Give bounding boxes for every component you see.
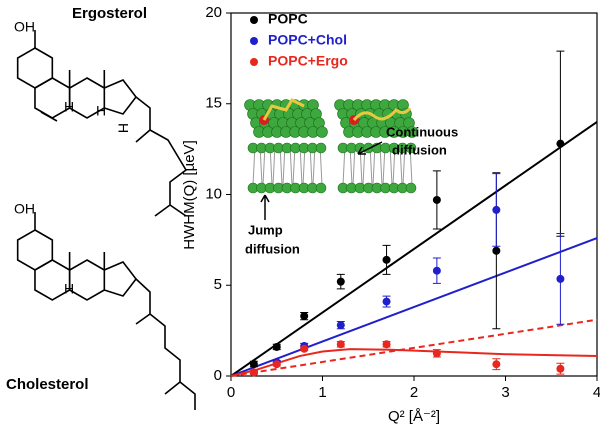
atom-label: H [64,99,74,115]
fit-line [230,237,598,377]
structure-name: Cholesterol [6,376,89,393]
annotation: diffusion [392,142,447,157]
x-tick-label: 2 [410,384,418,401]
annotation: Continuous [386,124,458,139]
lipid-head [405,142,417,154]
lipid-head [315,182,327,194]
lipid-head [315,142,327,154]
point [300,312,309,321]
atom-label: H [96,103,106,119]
point [336,340,345,349]
fit-line [230,348,598,377]
bond [34,212,196,410]
legend-label: POPC+Chol [268,32,347,48]
atom-label: OH [14,201,35,217]
point [432,195,441,204]
legend-marker [250,16,258,24]
x-axis-label: Q² [Å⁻²] [388,408,440,425]
ring [103,79,138,115]
double-bond [40,111,58,122]
legend-label: POPC+Ergo [268,53,348,69]
legend-label: POPC [268,11,308,27]
point [492,205,501,214]
trajectory [352,107,412,121]
point [492,246,501,255]
x-tick-label: 3 [501,384,509,401]
x-tick-label: 1 [318,384,326,401]
atom-label: H [64,281,74,297]
lipid-tail [272,144,276,186]
atom-label: H [115,123,131,133]
arrow [260,194,270,220]
point [336,277,345,286]
y-tick-label: 0 [214,367,222,384]
y-axis-label: HWHM(Q) [µeV] [181,140,198,249]
point [382,340,391,349]
legend-marker [250,37,258,45]
point [556,139,565,148]
ring [68,259,106,301]
ring [16,229,54,271]
bond [34,30,188,217]
x-tick-label: 4 [593,384,600,401]
ring [16,47,54,89]
atom-label: OH [14,19,35,35]
point [272,342,281,351]
point [492,360,501,369]
point [556,364,565,373]
point [249,360,258,369]
x-tick-label: 0 [227,384,235,401]
trajectory [262,98,305,121]
lipid-head [405,182,417,194]
legend-marker [250,58,258,66]
y-tick-label: 15 [205,95,222,112]
ring [103,261,138,297]
lipid-tail [362,144,366,186]
lipid-head [406,126,418,138]
annotation: diffusion [245,241,300,256]
fit-line [230,318,598,377]
annotation: Jump [248,222,283,237]
structure-name: Ergosterol [72,5,147,22]
y-tick-label: 5 [214,276,222,293]
fit-line [230,121,598,377]
point [300,344,309,353]
point [249,368,258,377]
point [432,349,441,358]
y-tick-label: 10 [205,185,222,202]
point [272,360,281,369]
lipid-head [316,126,328,138]
point [382,255,391,264]
point [556,274,565,283]
y-tick-label: 20 [205,4,222,21]
point [432,266,441,275]
point [382,297,391,306]
arrow [357,141,383,155]
point [336,321,345,330]
